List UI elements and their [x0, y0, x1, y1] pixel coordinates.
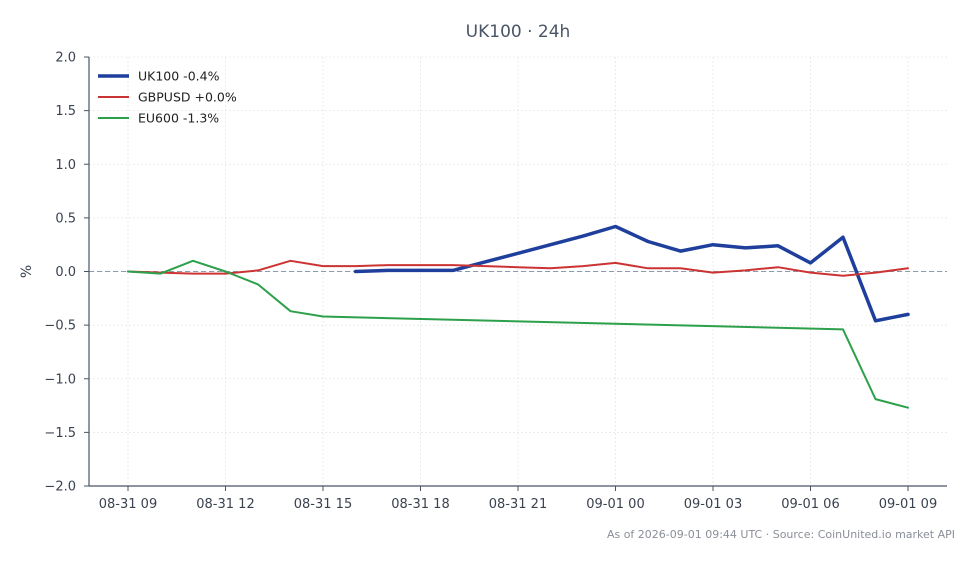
y-tick-label: 1.0: [55, 158, 76, 173]
y-tick-label: 0.5: [55, 211, 76, 226]
x-tick-label: 08-31 12: [196, 497, 254, 512]
y-tick-label: −1.0: [44, 372, 76, 387]
chart-title: UK100 · 24h: [466, 22, 571, 42]
footer-source-note: As of 2026-09-01 09:44 UTC · Source: Coi…: [607, 528, 955, 541]
legend-label: UK100 -0.4%: [138, 69, 220, 84]
x-tick-label: 09-01 06: [781, 497, 839, 512]
x-tick-label: 08-31 18: [391, 497, 449, 512]
y-tick-label: −1.5: [44, 426, 76, 441]
y-tick-label: −2.0: [44, 480, 76, 495]
x-tick-label: 08-31 09: [99, 497, 157, 512]
x-tick-label: 09-01 00: [586, 497, 644, 512]
x-axis-ticks: 08-31 09 08-31 12 08-31 15 08-31 18 08-31 21…: [99, 486, 937, 512]
legend: UK100 -0.4% GBPUSD +0.0% EU600 -1.3%: [98, 69, 237, 126]
y-tick-label: 2.0: [55, 51, 76, 66]
series: [127, 224, 910, 409]
legend-label: GBPUSD +0.0%: [138, 90, 237, 105]
grid: [89, 56, 947, 487]
y-tick-label: −0.5: [44, 319, 76, 334]
x-tick-label: 09-01 03: [684, 497, 742, 512]
x-tick-label: 08-31 21: [489, 497, 547, 512]
series-line: [127, 259, 909, 409]
legend-label: EU600 -1.3%: [138, 111, 219, 126]
series-line: [353, 224, 910, 323]
y-axis-label: %: [19, 265, 35, 278]
x-tick-label: 08-31 15: [294, 497, 352, 512]
series-line: [127, 259, 909, 277]
y-tick-label: 1.5: [55, 104, 76, 119]
y-axis-ticks: 2.0 1.5 1.0 0.5 0.0 −0.5 −1.0 −1.5 −2.0: [44, 51, 89, 495]
x-tick-label: 09-01 09: [879, 497, 937, 512]
y-tick-label: 0.0: [55, 265, 76, 280]
